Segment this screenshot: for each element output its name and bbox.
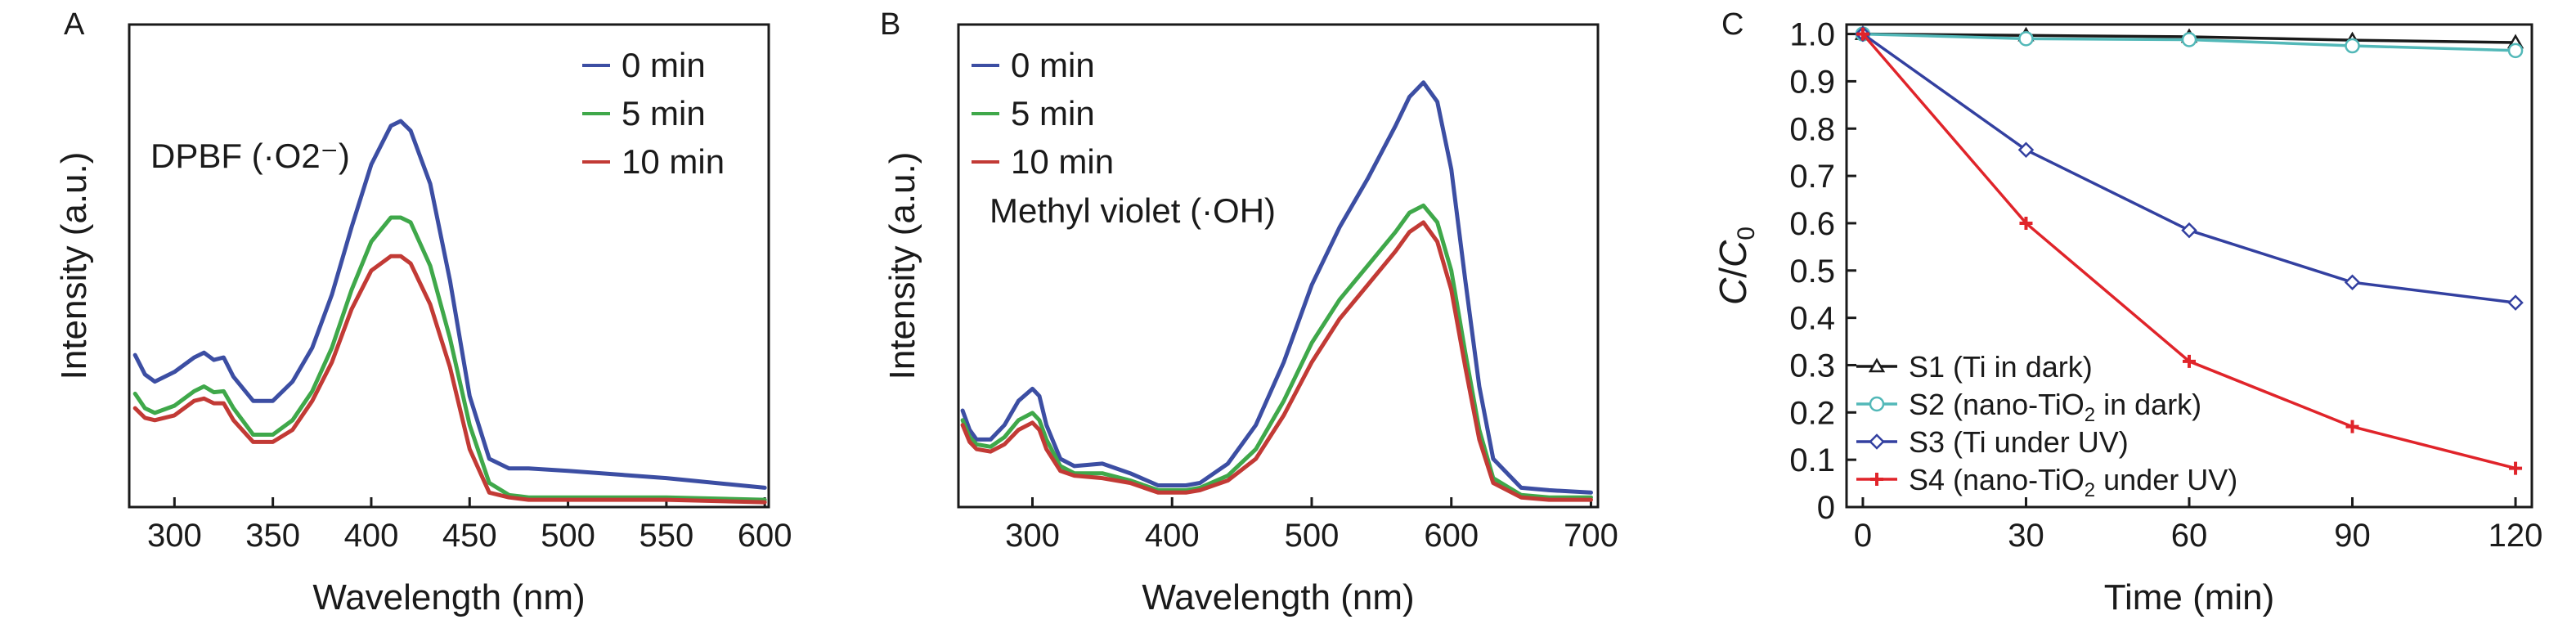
panel-c-point-s2-1 bbox=[2018, 31, 2034, 47]
panel-b-x-tick-label-400: 400 bbox=[1145, 518, 1200, 554]
panel-a-series-line-1 bbox=[132, 215, 767, 502]
panel-a-frame bbox=[128, 23, 770, 509]
panel-c-point-s3-2 bbox=[2181, 222, 2197, 239]
panel-c-legend-label-s2-sub: 2 bbox=[2085, 404, 2095, 426]
panel-c-point-s2-4 bbox=[2507, 43, 2524, 59]
panel-c-y-axis-label-c0: C bbox=[1712, 240, 1754, 267]
panel-c-point-s2-3 bbox=[2345, 38, 2360, 54]
panel-c-legend-label-s3-main: S3 (Ti under UV) bbox=[1909, 425, 2129, 459]
panel-c-legend-label-s3: S3 (Ti under UV) bbox=[1909, 425, 2129, 459]
panel-c-y-tick-label-0: 0 bbox=[1817, 490, 1835, 526]
panel-c-x-tick-label-90: 90 bbox=[2334, 518, 2371, 554]
panel-c-y-axis-label: C/C0 bbox=[1712, 227, 1760, 305]
panel-c-y-tick-label-9: 0.9 bbox=[1789, 64, 1835, 100]
panel-a-legend-label-5min: 5 min bbox=[622, 94, 706, 132]
panel-c-point-s4-4 bbox=[2509, 461, 2523, 475]
panel-a-x-tick-label-400: 400 bbox=[344, 518, 399, 554]
panel-b-x-tick-label-500: 500 bbox=[1285, 518, 1340, 554]
panel-c-point-s4-1 bbox=[2019, 216, 2033, 230]
panel-c-x-tick-label-30: 30 bbox=[2008, 518, 2044, 554]
panel-b-x-tick-label-300: 300 bbox=[1005, 518, 1060, 554]
panel-c-x-tick-label-0: 0 bbox=[1854, 518, 1872, 554]
panel-b-legend-label-5min: 5 min bbox=[1011, 94, 1095, 132]
panel-c-legend-label-s1: S1 (Ti in dark) bbox=[1909, 350, 2093, 384]
panel-c-series-line-s3 bbox=[1861, 33, 2516, 304]
panel-c-legend-label-s4-main: S4 (nano-TiO bbox=[1909, 463, 2085, 496]
panel-a: A 300 350 400 450 500 550 600 Wavelength (nm) … bbox=[54, 7, 792, 617]
panel-b-legend: 0 min 5 min 10 min bbox=[972, 46, 1114, 181]
panel-c-y-tick-label-3: 0.3 bbox=[1789, 348, 1835, 384]
panel-a-x-tick-label-500: 500 bbox=[541, 518, 595, 554]
panel-c-legend-label-s4-sub: 2 bbox=[2085, 479, 2095, 501]
panel-c-frame bbox=[1845, 23, 2533, 509]
panel-b-frame bbox=[957, 23, 1600, 509]
panel-c-x-tick-label-60: 60 bbox=[2171, 518, 2208, 554]
panel-a-series-line-0 bbox=[132, 119, 767, 490]
panel-b-series-line-0 bbox=[960, 80, 1593, 495]
panel-b-plot: 300 400 500 600 700 bbox=[960, 80, 1618, 554]
panel-c-legend-label-s4: S4 (nano-TiO2 under UV) bbox=[1909, 463, 2237, 501]
panel-c-y-tick-label-7: 0.7 bbox=[1789, 159, 1835, 195]
panel-b-legend-label-0min: 0 min bbox=[1011, 46, 1095, 84]
panel-a-x-tick-label-450: 450 bbox=[442, 518, 497, 554]
panel-c-y-tick-label-6: 0.6 bbox=[1789, 206, 1835, 242]
panel-a-x-axis-label: Wavelength (nm) bbox=[312, 577, 585, 617]
panel-a-x-tick-label-350: 350 bbox=[245, 518, 300, 554]
panel-c-legend-label-s2-main: S2 (nano-TiO bbox=[1909, 388, 2085, 421]
panel-b-series-line-2 bbox=[960, 220, 1593, 502]
panel-b-x-tick-label-600: 600 bbox=[1424, 518, 1479, 554]
panel-a-legend-label-0min: 0 min bbox=[622, 46, 706, 84]
panel-c-legend-label-s2-rest: in dark) bbox=[2095, 388, 2201, 421]
panel-c-legend: S1 (Ti in dark)S2 (nano-TiO2 in dark)S3 … bbox=[1856, 350, 2237, 501]
panel-c-point-s3-4 bbox=[2507, 294, 2524, 311]
panel-c-y-tick-label-10: 1.0 bbox=[1789, 17, 1835, 53]
panel-c-legend-marker-s2 bbox=[1869, 396, 1885, 412]
panel-c-legend-marker-s1 bbox=[1868, 357, 1886, 373]
panel-c-point-s3-1 bbox=[2017, 141, 2035, 159]
panel-b-annotation: Methyl violet (·OH) bbox=[990, 191, 1276, 230]
panel-c-legend-marker-s4 bbox=[1870, 473, 1883, 486]
panel-c-legend-label-s2: S2 (nano-TiO2 in dark) bbox=[1909, 388, 2201, 426]
panel-c-point-s3-3 bbox=[2344, 274, 2361, 291]
panel-c-point-s4-3 bbox=[2345, 420, 2359, 433]
panel-b-legend-label-10min: 10 min bbox=[1011, 142, 1114, 181]
panel-c: C 0 30 60 90 120 0 0.1 0.2 0.3 0.4 0.5 0.6 0.7 0.8 0.9… bbox=[1712, 7, 2542, 617]
panel-c-legend-marker-s3 bbox=[1869, 433, 1885, 450]
panel-c-legend-label-s4-rest: under UV) bbox=[2095, 463, 2237, 496]
panel-c-y-axis-label-slash: / bbox=[1712, 267, 1754, 278]
panel-a-legend-label-10min: 10 min bbox=[622, 142, 725, 181]
panel-b-x-axis-label: Wavelength (nm) bbox=[1142, 577, 1414, 617]
panel-a-x-tick-label-300: 300 bbox=[147, 518, 202, 554]
panel-a-x-tick-label-550: 550 bbox=[640, 518, 694, 554]
panel-c-y-tick-label-4: 0.4 bbox=[1789, 301, 1835, 337]
panel-b-series-line-1 bbox=[960, 203, 1593, 500]
panel-c-y-axis-label-sub: 0 bbox=[1733, 227, 1760, 240]
panel-c-point-s4-0 bbox=[1856, 27, 1869, 41]
panel-a-x-tick-label-600: 600 bbox=[738, 518, 792, 554]
panel-a-legend: 0 min 5 min 10 min bbox=[582, 46, 725, 181]
panel-a-y-axis-label: Intensity (a.u.) bbox=[54, 152, 94, 380]
panel-c-y-tick-label-5: 0.5 bbox=[1789, 254, 1835, 290]
panel-c-point-s2-2 bbox=[2181, 32, 2197, 47]
panel-c-y-tick-label-2: 0.2 bbox=[1789, 395, 1835, 431]
panel-c-point-s4-2 bbox=[2183, 354, 2196, 368]
panel-b-x-tick-label-700: 700 bbox=[1564, 518, 1618, 554]
panel-c-y-tick-label-8: 0.8 bbox=[1789, 111, 1835, 147]
panel-c-y-tick-label-1: 0.1 bbox=[1789, 442, 1835, 478]
panel-a-annotation: DPBF (·O2⁻) bbox=[150, 137, 350, 175]
panel-a-plot: 300 350 400 450 500 550 600 bbox=[132, 119, 792, 554]
panel-c-plot: 0 30 60 90 120 0 0.1 0.2 0.3 0.4 0.5 0.6 0.7 0.8 0.9 1.… bbox=[1789, 17, 2542, 554]
panel-c-y-axis-label-c: C bbox=[1712, 277, 1754, 305]
panel-c-x-tick-label-120: 120 bbox=[2488, 518, 2543, 554]
panel-b-y-axis-label: Intensity (a.u.) bbox=[882, 152, 922, 380]
panel-c-x-axis-label: Time (min) bbox=[2104, 577, 2275, 617]
panel-c-letter: C bbox=[1721, 7, 1744, 42]
panel-a-letter: A bbox=[64, 7, 85, 42]
panel-a-series-line-2 bbox=[132, 254, 767, 505]
panel-c-legend-label-s1-main: S1 (Ti in dark) bbox=[1909, 350, 2093, 384]
panel-b-letter: B bbox=[880, 7, 900, 42]
panel-b: B 300 400 500 600 700 Wavelength (nm) Intens… bbox=[880, 7, 1618, 617]
